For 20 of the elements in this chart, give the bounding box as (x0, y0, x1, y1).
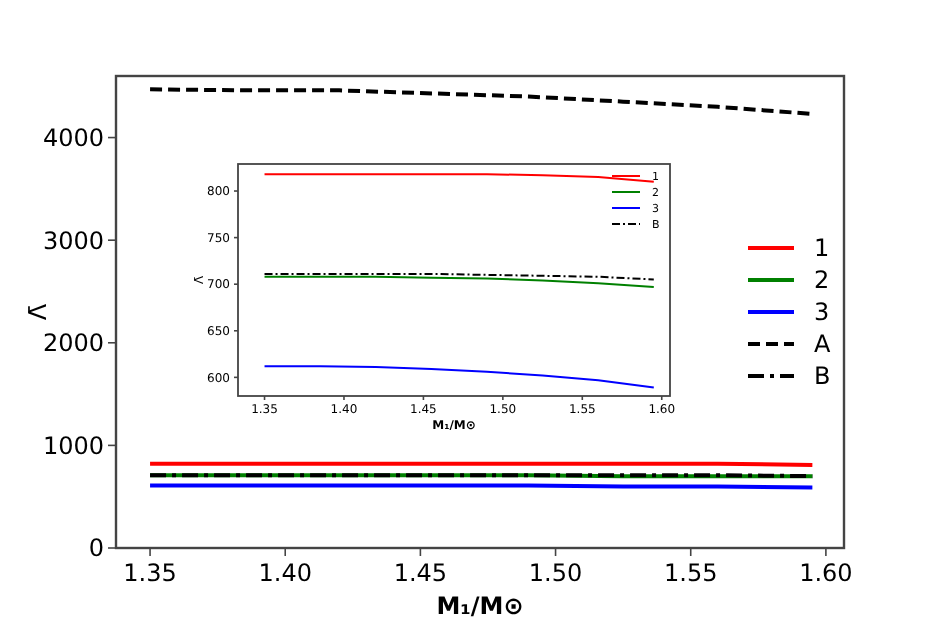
x-tick-label: 1.50 (528, 559, 583, 588)
y-tick-label: 3000 (42, 226, 104, 255)
x-tick-label: 1.60 (799, 559, 853, 588)
x-tick-label: 1.45 (393, 559, 448, 588)
y-tick-label: 4000 (42, 123, 104, 152)
x-axis-title: M₁/M⊙ (436, 591, 524, 620)
y-tick-label: 0 (88, 534, 104, 563)
x-tick-label: 1.35 (123, 559, 177, 588)
legend-label: B (814, 362, 831, 391)
y-tick-label: 1000 (42, 431, 104, 460)
x-tick-label: 1.40 (258, 559, 312, 588)
legend-label: A (814, 330, 832, 359)
y-axis-title: Λ̄ (24, 302, 53, 321)
legend-label: 2 (814, 266, 830, 295)
legend-label: 3 (814, 298, 830, 327)
x-tick-label: 1.55 (664, 559, 718, 588)
legend-label: 1 (814, 234, 830, 263)
line-series (263, 365, 655, 389)
y-tick-label: 2000 (42, 329, 104, 358)
line-series (148, 87, 815, 116)
